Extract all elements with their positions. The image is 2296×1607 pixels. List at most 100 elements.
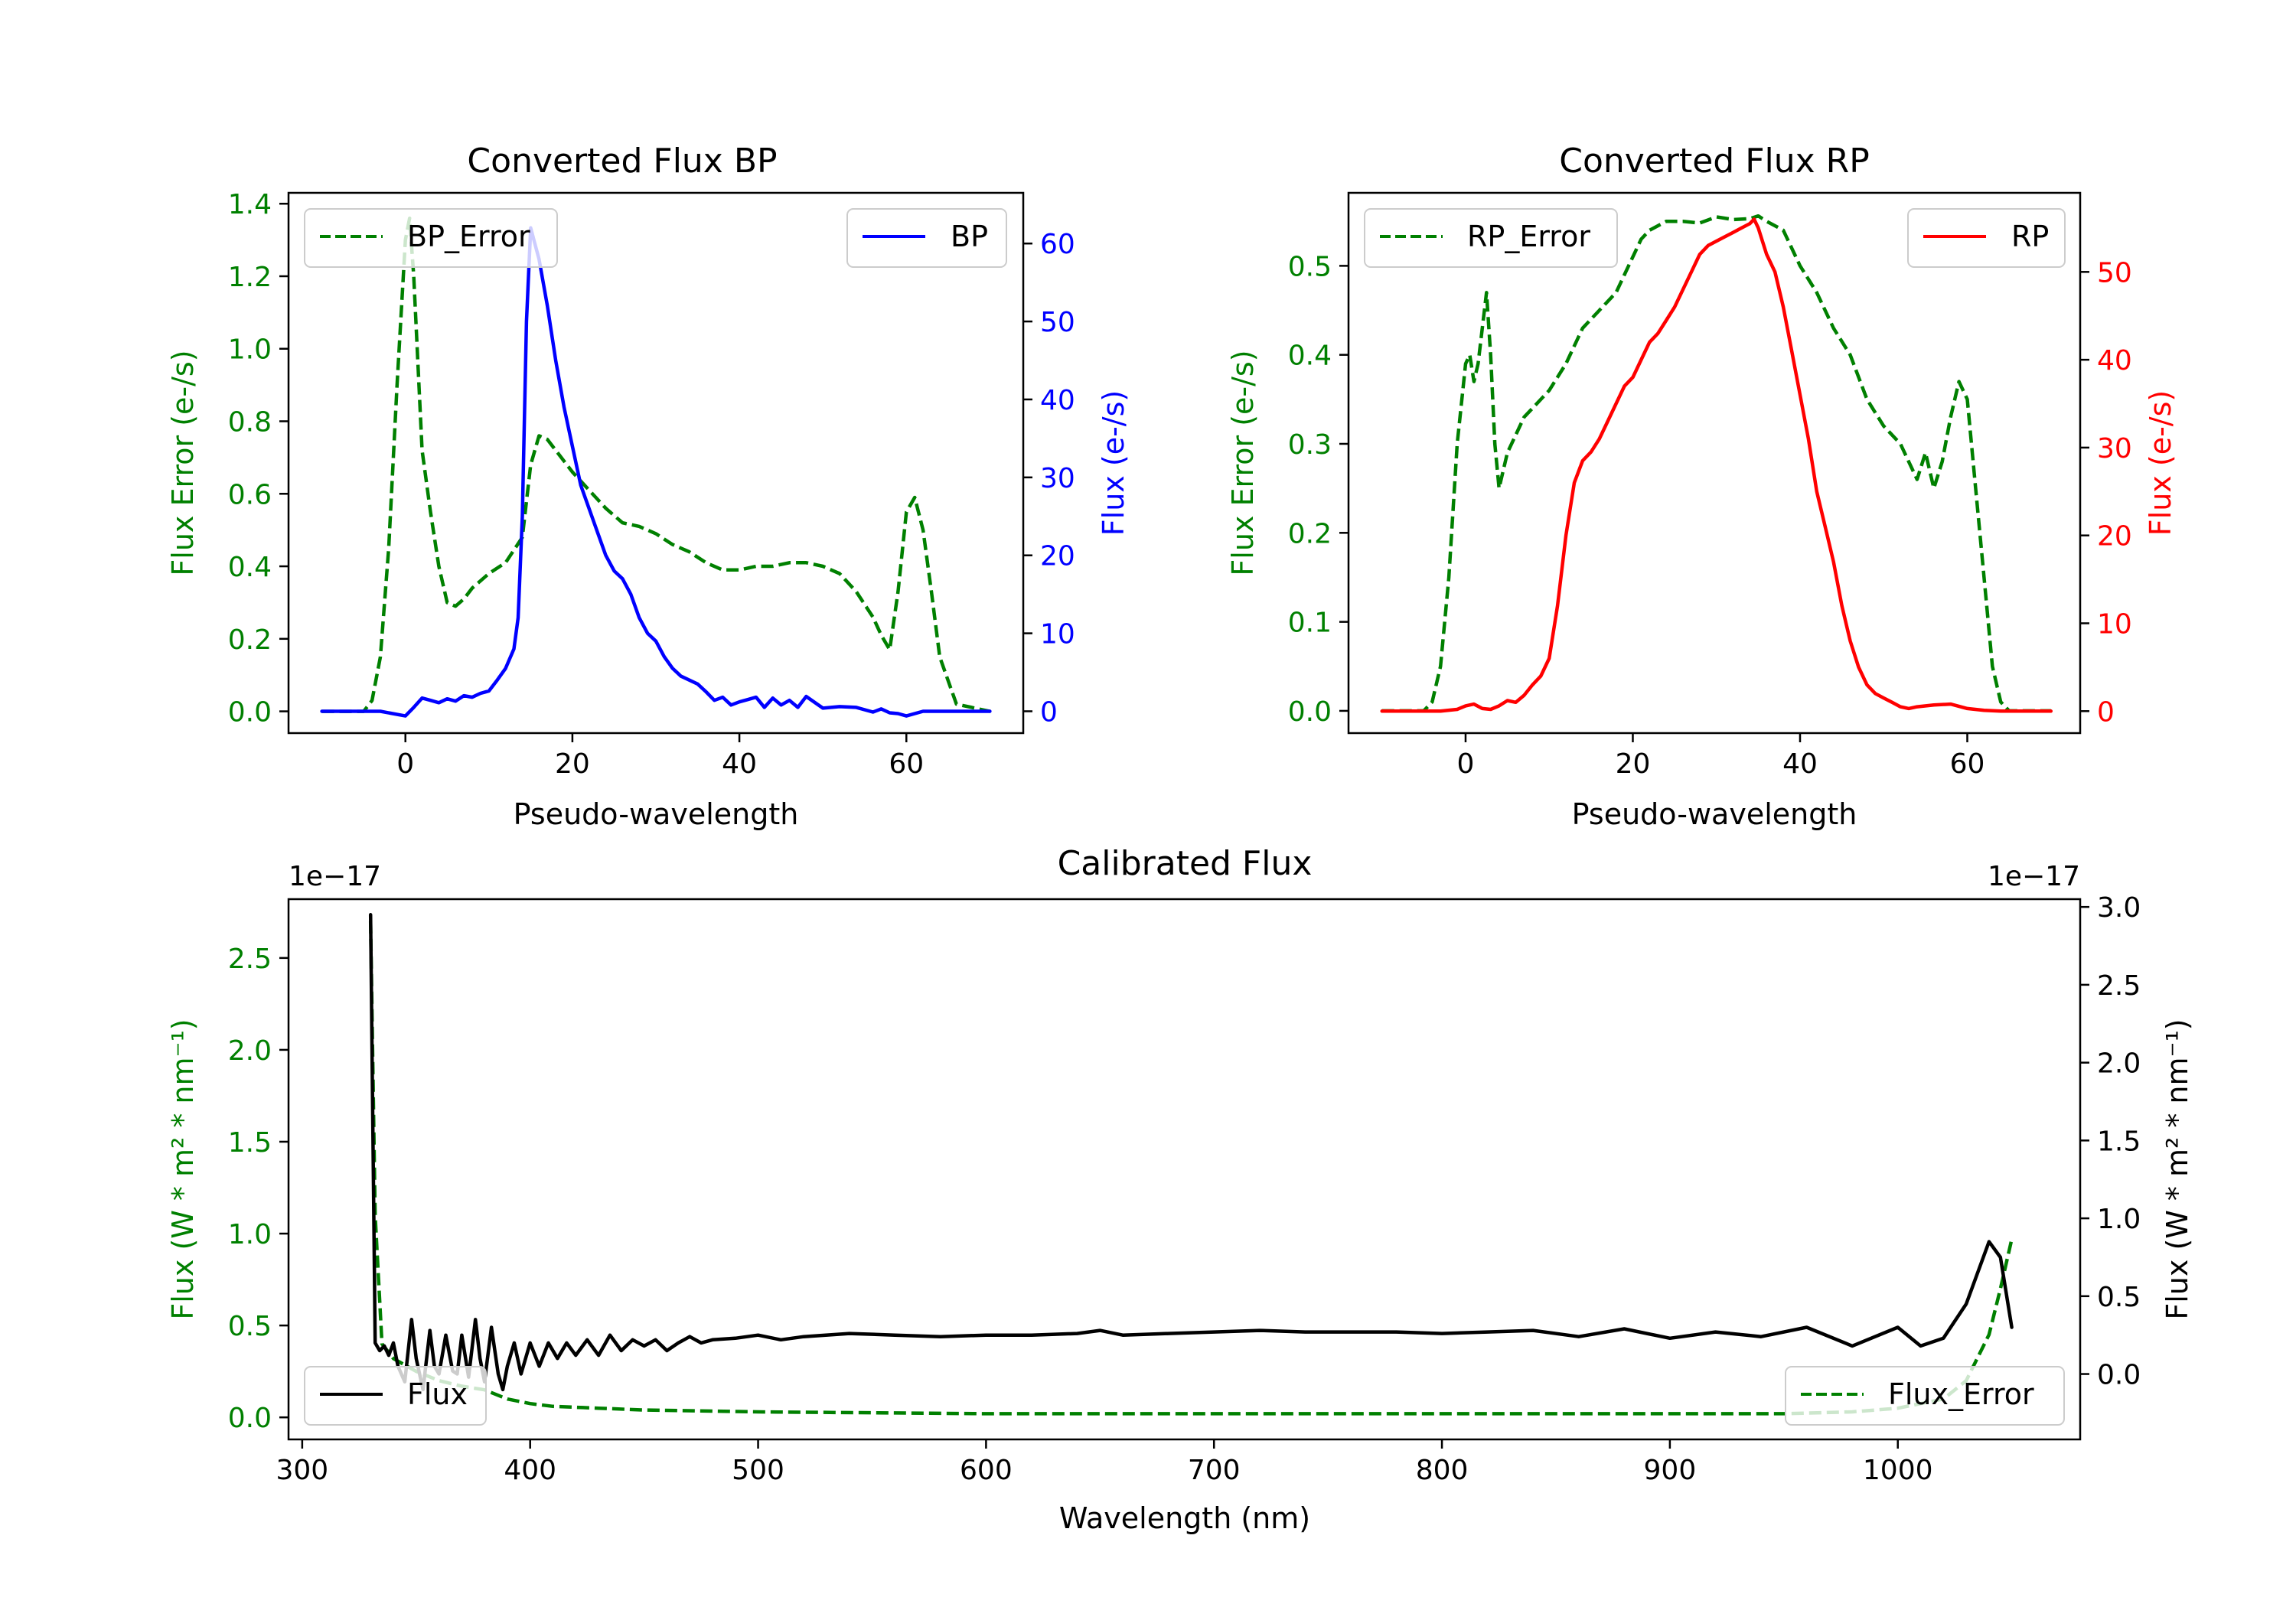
cal-axes-frame	[287, 898, 2082, 1441]
cal-xtick-label: 1000	[1863, 1455, 1933, 1486]
bp-legend-right: BP	[846, 208, 1007, 268]
cal-xtick-label: 300	[276, 1455, 329, 1486]
cal-ytick-right-label: 0.0	[2097, 1360, 2141, 1391]
bp-xlabel: Pseudo-wavelength	[514, 797, 799, 831]
rp-ytick-left-label: 0.5	[1288, 251, 1332, 282]
bp-xtick-label: 20	[555, 748, 590, 780]
rp-plot-area: 0 20 40 60 0.0 0.1 0.2 0.3 0.4 0.5 0 10 20 30 40 50	[1288, 214, 2132, 780]
cal-ytick-left-label: 0.0	[228, 1403, 272, 1434]
cal-ytick-right-label: 0.5	[2097, 1282, 2141, 1313]
bp-ytick-right-label: 40	[1040, 385, 1075, 416]
bp-plot-area: 0 20 40 60 0.0 0.2 0.4 0.6 0.8 1.0 1.2 1.4 0 10 20 30 40…	[228, 189, 1075, 780]
bp-legend-right-label: BP	[951, 220, 988, 253]
bp-ytick-right-label: 60	[1040, 229, 1075, 260]
bp-xtick-label: 0	[396, 748, 414, 780]
rp-legend-right: RP	[1907, 208, 2066, 268]
cal-xlabel: Wavelength (nm)	[1059, 1501, 1310, 1535]
cal-ytick-left-label: 2.0	[228, 1035, 272, 1067]
rp-ylabel-right: Flux (e-/s)	[2144, 390, 2177, 536]
rp-ytick-left-label: 0.1	[1288, 608, 1332, 639]
cal-offset-left: 1e−17	[289, 861, 381, 892]
bp-legend-left-label: BP_Error	[407, 220, 530, 253]
cal-legend-left-label: Flux	[407, 1377, 468, 1411]
rp-xlabel: Pseudo-wavelength	[1572, 797, 1857, 831]
bp-panel: Converted Flux BP 0 20 40 60 0.0 0.2 0.4 0.6 0.8…	[166, 142, 1130, 831]
rp-panel: Converted Flux RP 0 20 40 60 0.0 0.1 0.2 0.3 0.4…	[1226, 142, 2177, 831]
cal-xtick-label: 600	[960, 1455, 1013, 1486]
cal-ytick-left-label: 1.0	[228, 1219, 272, 1250]
bp-ytick-right-label: 20	[1040, 541, 1075, 572]
rp-ytick-right-label: 20	[2097, 521, 2132, 553]
rp-legend-left-label: RP_Error	[1467, 220, 1590, 253]
cal-xtick-label: 800	[1416, 1455, 1469, 1486]
bp-ytick-left-label: 0.4	[228, 552, 272, 583]
rp-xtick-label: 60	[1950, 748, 1985, 780]
rp-xtick-label: 40	[1782, 748, 1818, 780]
rp-ytick-left-label: 0.4	[1288, 341, 1332, 372]
rp-ytick-right-label: 50	[2097, 257, 2132, 288]
rp-title: Converted Flux RP	[1559, 142, 1870, 181]
bp-ytick-right-label: 50	[1040, 307, 1075, 338]
cal-offset-right: 1e−17	[1988, 861, 2080, 892]
bp-legend-left-box	[304, 208, 558, 268]
cal-title: Calibrated Flux	[1058, 844, 1313, 883]
bp-ytick-left-label: 0.8	[228, 407, 272, 438]
rp-series-rp	[1380, 217, 2053, 713]
bp-ytick-left-label: 1.4	[228, 189, 272, 220]
rp-ytick-right-label: 0	[2097, 696, 2115, 728]
bp-series-bp-error	[321, 216, 990, 713]
rp-axes-frame	[1347, 191, 2082, 735]
rp-ytick-right-label: 30	[2097, 433, 2132, 464]
rp-xtick-label: 0	[1457, 748, 1475, 780]
cal-series-flux	[368, 913, 2014, 1392]
bp-xtick-label: 40	[722, 748, 757, 780]
bp-series-bp	[320, 226, 992, 718]
bp-axes-frame	[287, 191, 1025, 735]
cal-legend-right-box	[1785, 1366, 2065, 1426]
bp-ytick-left-label: 0.6	[228, 479, 272, 510]
cal-ytick-right-label: 2.5	[2097, 970, 2141, 1002]
cal-ylabel-right: Flux (W * m² * nm⁻¹)	[2161, 1019, 2194, 1319]
rp-legend-right-label: RP	[2011, 220, 2049, 253]
cal-ytick-right-label: 3.0	[2097, 892, 2141, 924]
bp-ytick-left-label: 0.2	[228, 624, 272, 656]
bp-ytick-right-label: 30	[1040, 463, 1075, 494]
bp-xtick-label: 60	[889, 748, 924, 780]
bp-ytick-right-label: 0	[1040, 696, 1058, 728]
rp-legend-right-box	[1907, 208, 2066, 268]
cal-xtick-label: 400	[504, 1455, 556, 1486]
bp-ylabel-left: Flux Error (e-/s)	[166, 350, 200, 575]
bp-legend-left: BP_Error	[304, 208, 558, 268]
bp-ytick-left-label: 1.2	[228, 262, 272, 293]
cal-xtick-label: 900	[1644, 1455, 1697, 1486]
cal-ytick-right-label: 2.0	[2097, 1048, 2141, 1080]
cal-ytick-left-label: 2.5	[228, 944, 272, 975]
rp-legend-left: RP_Error	[1364, 208, 1618, 268]
bp-title: Converted Flux BP	[467, 142, 777, 181]
rp-ylabel-left: Flux Error (e-/s)	[1226, 350, 1260, 575]
cal-ytick-right-label: 1.5	[2097, 1126, 2141, 1157]
cal-legend-left: Flux	[304, 1366, 487, 1426]
rp-legend-left-box	[1364, 208, 1618, 268]
rp-ytick-right-label: 10	[2097, 609, 2132, 641]
cal-ytick-right-label: 1.0	[2097, 1204, 2141, 1235]
rp-ytick-left-label: 0.0	[1288, 696, 1332, 728]
cal-panel: Calibrated Flux 1e−17 1e−17 300 400 500 600…	[166, 844, 2194, 1535]
rp-ytick-left-label: 0.3	[1288, 429, 1332, 461]
rp-xtick-label: 20	[1616, 748, 1651, 780]
bp-legend-right-box	[846, 208, 1007, 268]
bp-ytick-right-label: 10	[1040, 619, 1075, 650]
cal-ylabel-left: Flux (W * m² * nm⁻¹)	[166, 1019, 200, 1319]
rp-ytick-left-label: 0.2	[1288, 518, 1332, 549]
cal-ytick-left-label: 0.5	[228, 1311, 272, 1342]
rp-series-rp-error	[1381, 214, 2051, 713]
cal-legend-left-box	[304, 1366, 487, 1426]
cal-xtick-label: 700	[1188, 1455, 1241, 1486]
rp-ytick-right-label: 40	[2097, 345, 2132, 376]
cal-ytick-left-label: 1.5	[228, 1127, 272, 1159]
bp-ylabel-right: Flux (e-/s)	[1097, 390, 1130, 536]
bp-ytick-left-label: 0.0	[228, 697, 272, 729]
cal-xtick-label: 500	[732, 1455, 784, 1486]
cal-legend-right-label: Flux_Error	[1888, 1377, 2034, 1411]
